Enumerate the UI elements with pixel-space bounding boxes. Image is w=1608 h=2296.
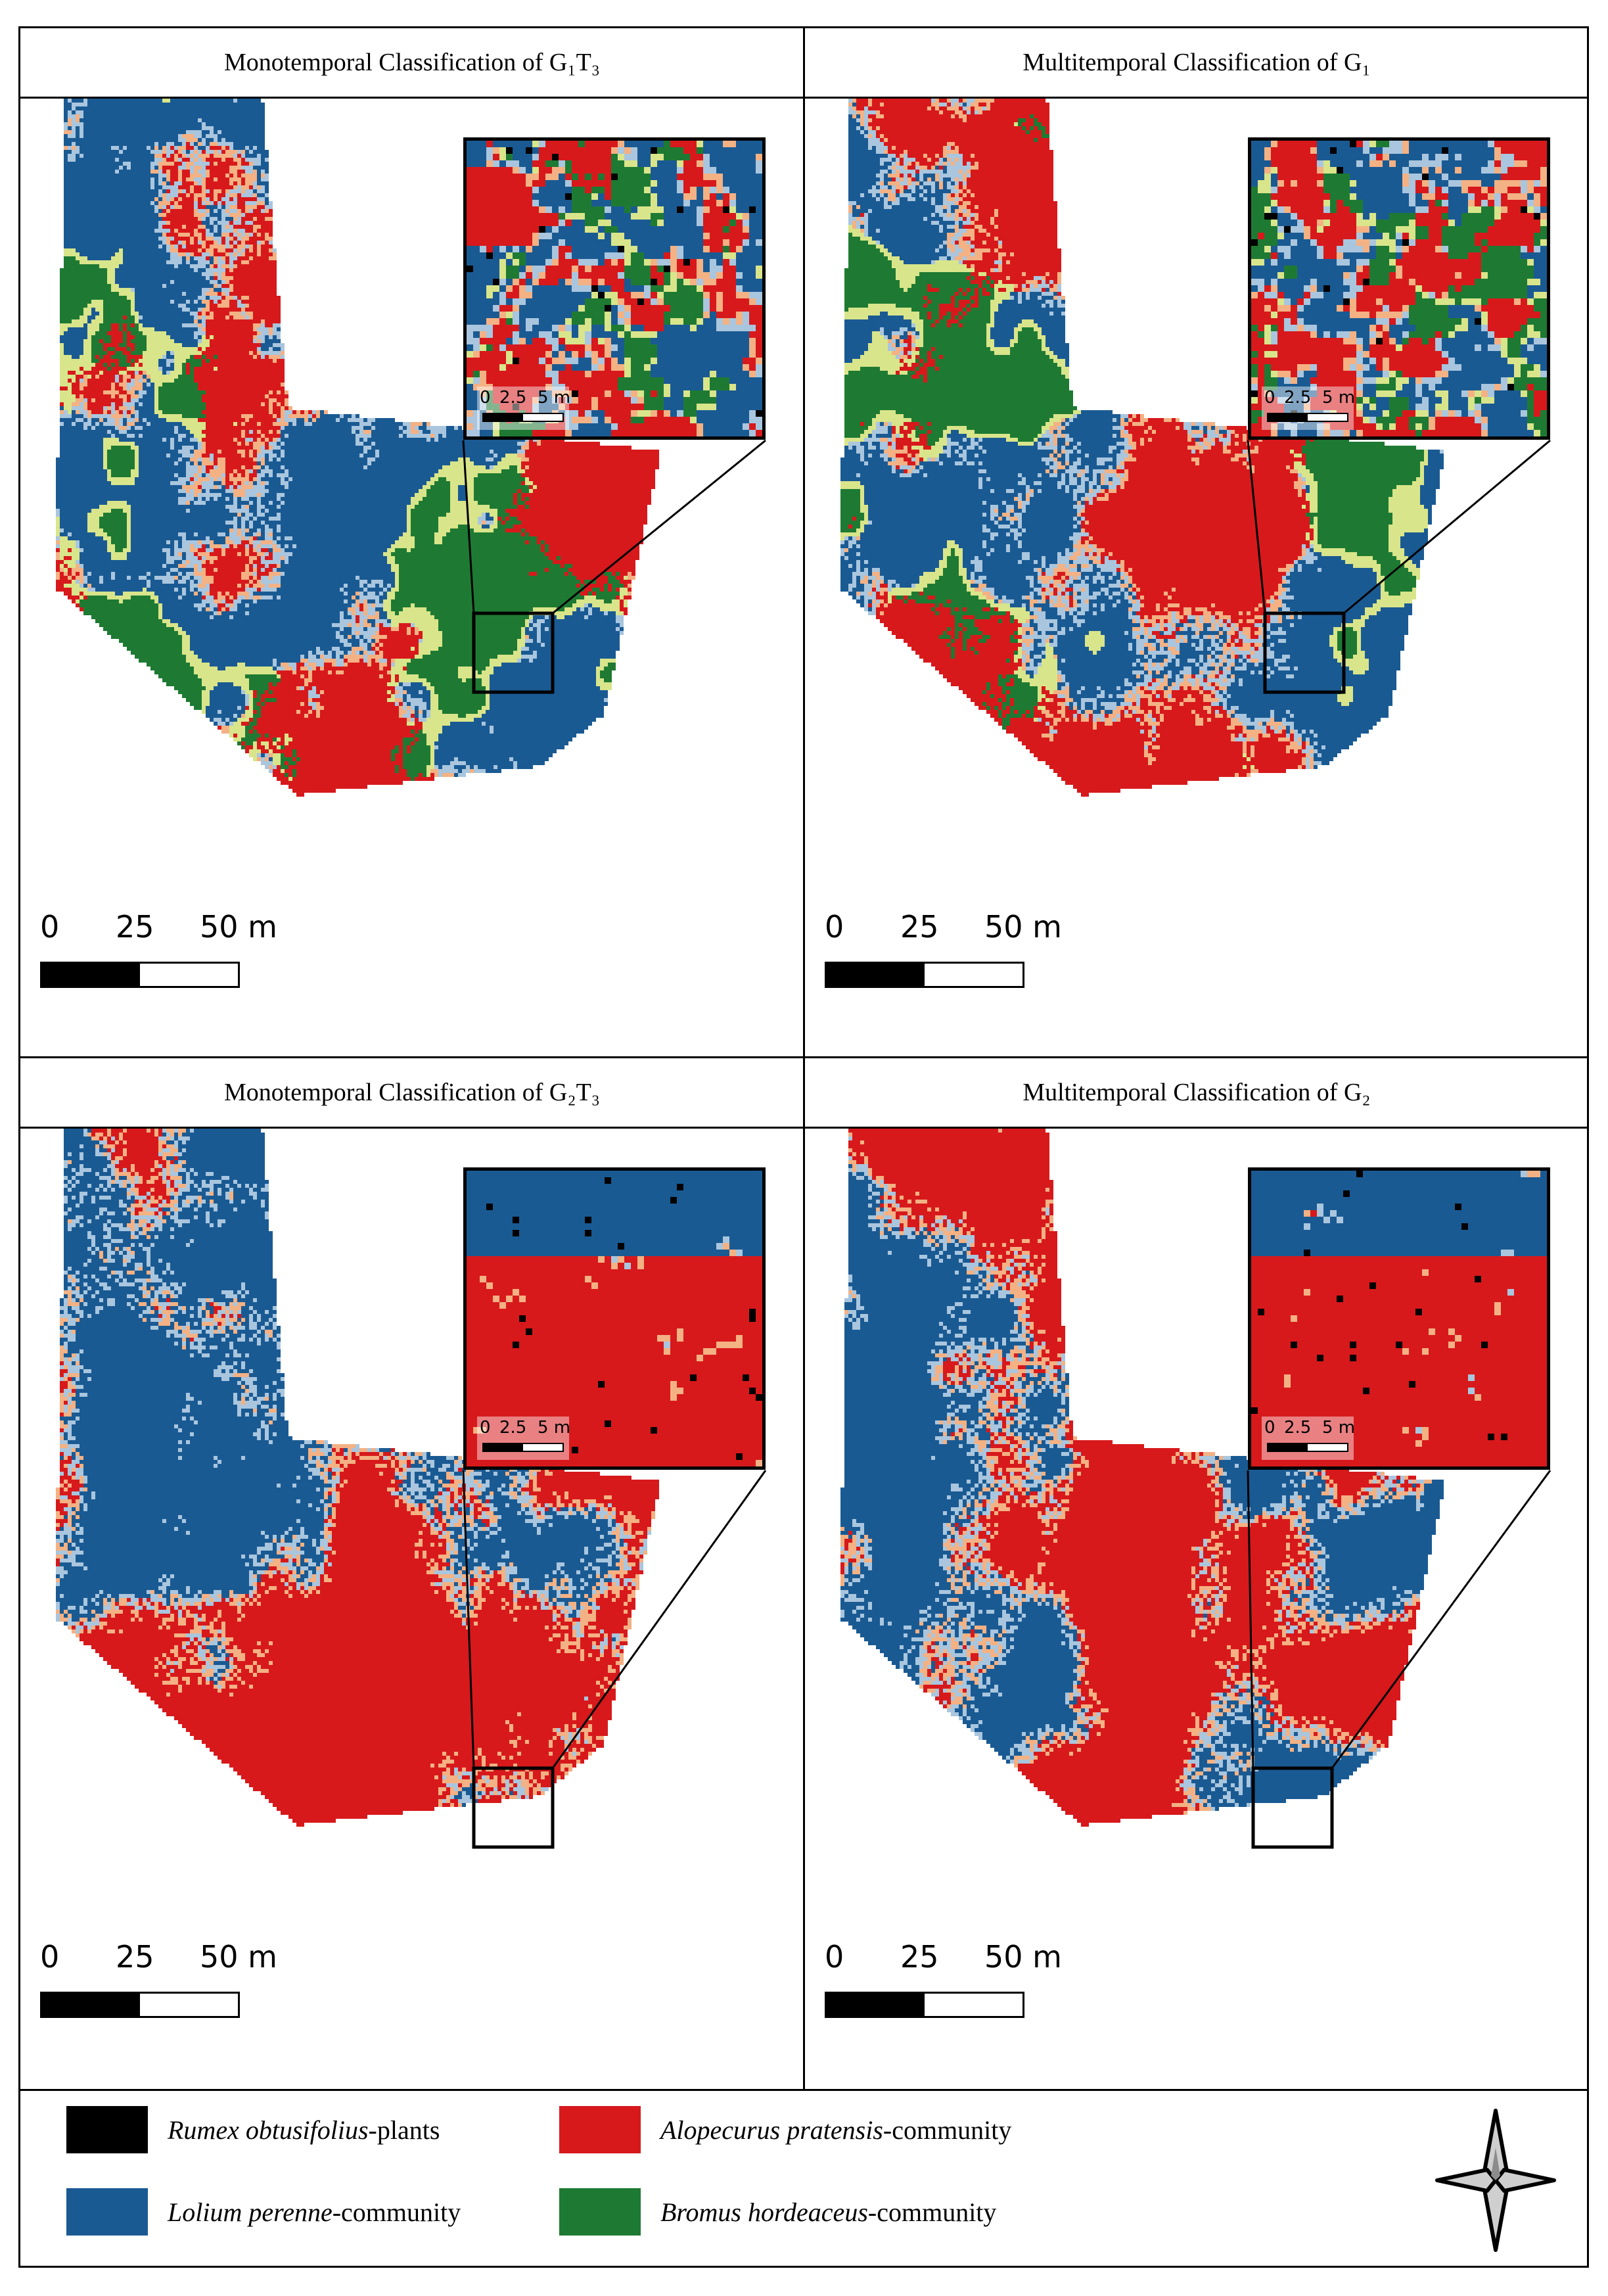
scale-label-end: 50 m xyxy=(200,1939,277,1975)
inset-scale-label-0: 0 xyxy=(480,1418,491,1438)
legend-item-bromus: Bromus hordeaceus-community xyxy=(559,2188,996,2236)
scale-bar-graphic xyxy=(825,962,1024,988)
legend-item-alopecurus: Alopecurus pratensis-community xyxy=(559,2106,1011,2153)
legend: Rumex obtusifolius-plants Alopecurus pra… xyxy=(20,2091,1587,2266)
scale-label-0: 0 xyxy=(40,909,59,945)
legend-item-rumex: Rumex obtusifolius-plants xyxy=(66,2106,440,2153)
scale-bar: 0 25 50 m xyxy=(825,1939,1035,2018)
panel-monotemporal-g2t3: Monotemporal Classification of G₂T₃ 0 2.… xyxy=(20,1058,804,2089)
scale-label-0: 0 xyxy=(40,1939,59,1975)
scale-label-0: 0 xyxy=(825,909,844,945)
inset-scale-bar-graphic xyxy=(482,1443,564,1452)
inset-scale-label-end: 5 m xyxy=(1322,1418,1355,1438)
zoom-inset: 0 2.5 5 m xyxy=(463,1167,766,1470)
panel-title: Multitemporal Classification of G₂ xyxy=(805,1058,1588,1127)
legend-label: Lolium perenne-community xyxy=(168,2197,461,2228)
legend-swatch xyxy=(559,2106,641,2153)
inset-scale-label-end: 5 m xyxy=(1322,388,1355,408)
zoom-inset: 0 2.5 5 m xyxy=(463,137,766,440)
panel-monotemporal-g1t3: Monotemporal Classification of G₁T₃ 0 2.… xyxy=(20,28,804,1059)
panel-title: Monotemporal Classification of G₁T₃ xyxy=(20,28,804,97)
legend-swatch xyxy=(559,2188,641,2236)
scale-label-end: 50 m xyxy=(200,909,277,945)
scale-bar-graphic xyxy=(40,1992,240,2018)
scale-bar: 0 25 50 m xyxy=(825,909,1035,988)
scale-label-mid: 25 xyxy=(116,909,154,945)
legend-swatch xyxy=(66,2188,148,2236)
inset-scale-label-mid: 2.5 xyxy=(1284,1418,1311,1438)
inset-scale-label-0: 0 xyxy=(1264,1418,1275,1438)
compass-star-icon xyxy=(1433,2108,1558,2253)
inset-scale-label-mid: 2.5 xyxy=(499,388,526,408)
inset-scale-label-end: 5 m xyxy=(538,1418,570,1438)
scale-label-end: 50 m xyxy=(984,1939,1062,1975)
panel-multitemporal-g1: Multitemporal Classification of G₁ 0 2.5… xyxy=(805,28,1588,1059)
scale-bar: 0 25 50 m xyxy=(40,909,250,988)
legend-label: Alopecurus pratensis-community xyxy=(660,2115,1011,2145)
inset-scale-bar-graphic xyxy=(482,413,564,422)
inset-scale-bar: 0 2.5 5 m xyxy=(1262,1417,1354,1460)
inset-scale-label-0: 0 xyxy=(1264,388,1275,408)
scale-label-mid: 25 xyxy=(900,1939,939,1975)
legend-item-lolium: Lolium perenne-community xyxy=(66,2188,461,2236)
scale-label-end: 50 m xyxy=(984,909,1062,945)
inset-scale-label-mid: 2.5 xyxy=(1284,388,1311,408)
inset-scale-label-0: 0 xyxy=(480,388,491,408)
zoom-inset: 0 2.5 5 m xyxy=(1248,1167,1550,1470)
panel-multitemporal-g2: Multitemporal Classification of G₂ 0 2.5… xyxy=(805,1058,1588,2089)
inset-scale-bar: 0 2.5 5 m xyxy=(477,1417,569,1460)
scale-bar-graphic xyxy=(40,962,240,988)
legend-label: Rumex obtusifolius-plants xyxy=(168,2115,440,2145)
panel-title: Monotemporal Classification of G₂T₃ xyxy=(20,1058,804,1127)
inset-scale-bar: 0 2.5 5 m xyxy=(1262,387,1354,430)
legend-swatch xyxy=(66,2106,148,2153)
zoom-inset: 0 2.5 5 m xyxy=(1248,137,1550,440)
inset-scale-bar-graphic xyxy=(1267,1443,1348,1452)
scale-label-mid: 25 xyxy=(900,909,939,945)
scale-label-mid: 25 xyxy=(116,1939,154,1975)
scale-bar-graphic xyxy=(825,1992,1024,2018)
inset-scale-label-mid: 2.5 xyxy=(499,1418,526,1438)
inset-scale-label-end: 5 m xyxy=(538,388,570,408)
inset-scale-bar-graphic xyxy=(1267,413,1348,422)
scale-bar: 0 25 50 m xyxy=(40,1939,250,2018)
scale-label-0: 0 xyxy=(825,1939,844,1975)
inset-scale-bar: 0 2.5 5 m xyxy=(477,387,569,430)
panel-title: Multitemporal Classification of G₁ xyxy=(805,28,1588,97)
legend-label: Bromus hordeaceus-community xyxy=(660,2197,996,2228)
